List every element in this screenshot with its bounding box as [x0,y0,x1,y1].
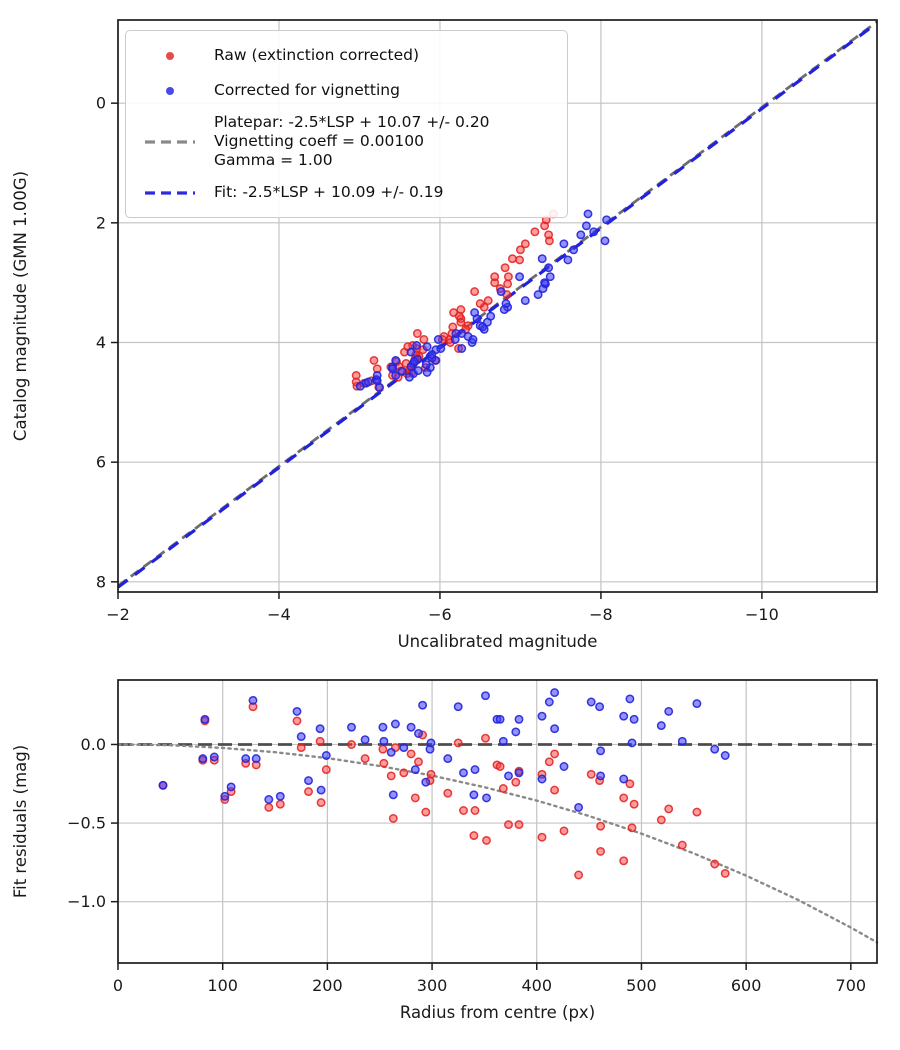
svg-text:−8: −8 [589,605,613,624]
svg-text:−4: −4 [267,605,291,624]
series-vignetting-model-curve [116,743,879,944]
legend-item-raw: Raw (extinction corrected) [126,38,557,73]
legend: Raw (extinction corrected) Corrected for… [125,30,568,218]
legend-label-raw: Raw (extinction corrected) [214,46,420,64]
blue-dashed-line-icon [126,189,214,197]
gray-dashed-line-icon [126,138,214,146]
legend-item-corrected: Corrected for vignetting [126,73,557,108]
svg-text:0: 0 [96,94,106,113]
series-corrected-for-vignetting [355,209,612,392]
svg-text:100: 100 [207,976,238,995]
svg-text:0.0: 0.0 [81,735,106,754]
svg-text:Uncalibrated magnitude: Uncalibrated magnitude [398,632,598,651]
legend-label-fit: Fit: -2.5*LSP + 10.09 +/- 0.19 [214,183,444,201]
svg-text:300: 300 [417,976,448,995]
svg-text:700: 700 [836,976,867,995]
blue-dot-marker-icon [126,86,214,95]
svg-text:Fit residuals (mag): Fit residuals (mag) [11,745,30,898]
svg-text:6: 6 [96,453,106,472]
red-dot-marker-icon [126,51,214,60]
svg-text:−6: −6 [428,605,452,624]
series-corrected-for-vignetting [158,688,730,812]
svg-text:4: 4 [96,333,106,352]
legend-item-platepar: Platepar: -2.5*LSP + 10.07 +/- 0.20 Vign… [126,108,557,175]
legend-platepar-line3: Gamma = 1.00 [214,151,333,169]
svg-text:0: 0 [113,976,123,995]
svg-text:Radius from centre (px): Radius from centre (px) [400,1003,595,1022]
series-fit-2-5-lsp-10-09-0-19 [117,21,878,589]
legend-item-fit: Fit: -2.5*LSP + 10.09 +/- 0.19 [126,175,557,210]
legend-label-platepar: Platepar: -2.5*LSP + 10.07 +/- 0.20 Vign… [214,113,490,170]
svg-text:500: 500 [626,976,657,995]
svg-text:400: 400 [521,976,552,995]
legend-label-corrected: Corrected for vignetting [214,81,400,99]
series-raw-extinction-corrected- [158,702,730,880]
svg-text:−0.5: −0.5 [67,814,106,833]
svg-text:−2: −2 [106,605,130,624]
legend-platepar-line2: Vignetting coeff = 0.00100 [214,132,424,150]
svg-text:−10: −10 [745,605,779,624]
svg-text:2: 2 [96,213,106,232]
svg-text:8: 8 [96,572,106,591]
legend-platepar-line1: Platepar: -2.5*LSP + 10.07 +/- 0.20 [214,113,490,131]
fit-residuals-plot: 0 100 200 300 400 500 600 700 0.0 −0.5 −1.0 Radius … [11,679,879,1022]
svg-text:Catalog magnitude (GMN 1.00G): Catalog magnitude (GMN 1.00G) [11,171,30,441]
svg-text:200: 200 [312,976,343,995]
svg-text:600: 600 [731,976,762,995]
svg-text:−1.0: −1.0 [67,892,106,911]
